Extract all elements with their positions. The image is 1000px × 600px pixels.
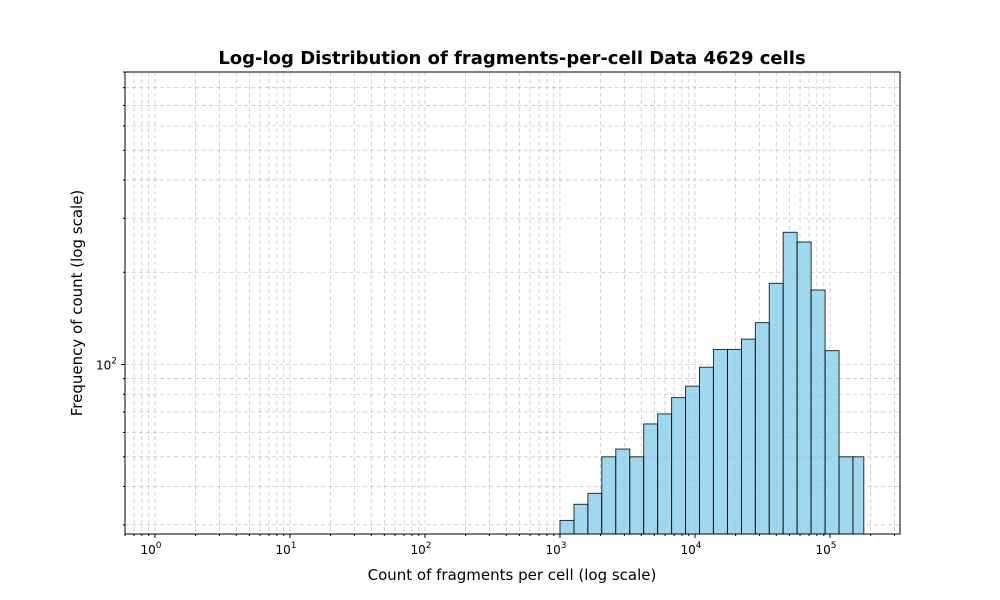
histogram-bar	[615, 448, 631, 535]
histogram-bar	[824, 350, 840, 535]
x-tick-label: 103	[545, 541, 566, 557]
histogram-bar	[740, 338, 756, 535]
histogram-bar	[601, 456, 617, 535]
histogram-bar	[559, 519, 575, 535]
x-tick-label: 101	[275, 541, 296, 557]
histogram-bar	[712, 348, 728, 535]
y-axis-label: Frequency of count (log scale)	[68, 190, 86, 417]
x-tick-label: 104	[680, 541, 701, 557]
x-tick-label: 102	[410, 541, 431, 557]
histogram-bar	[768, 282, 784, 535]
histogram-bar	[726, 348, 742, 535]
histogram-bar	[643, 423, 659, 535]
histogram-bar	[698, 366, 714, 535]
plot-frame	[124, 71, 901, 535]
histogram-bar	[657, 413, 673, 535]
x-axis-label: Count of fragments per cell (log scale)	[368, 566, 657, 584]
y-tick-label: 102	[96, 357, 117, 373]
histogram-bar	[685, 385, 700, 535]
histogram-bar	[810, 289, 826, 535]
histogram-bar	[852, 456, 865, 535]
histogram-bar	[782, 231, 798, 535]
x-tick-label: 100	[140, 541, 161, 557]
histogram-bars	[559, 231, 865, 535]
axis-ticks: 100 101 102 103 104 105 102	[96, 71, 895, 557]
histogram-bar	[629, 456, 645, 535]
histogram-bar	[796, 241, 812, 535]
histogram-bar	[573, 503, 589, 535]
histogram-bar	[754, 322, 770, 535]
histogram-bar	[838, 456, 854, 535]
x-tick-label: 105	[815, 541, 836, 557]
histogram-bar	[671, 397, 687, 535]
histogram-bar	[587, 492, 603, 535]
chart-title: Log-log Distribution of fragments-per-ce…	[218, 48, 805, 69]
